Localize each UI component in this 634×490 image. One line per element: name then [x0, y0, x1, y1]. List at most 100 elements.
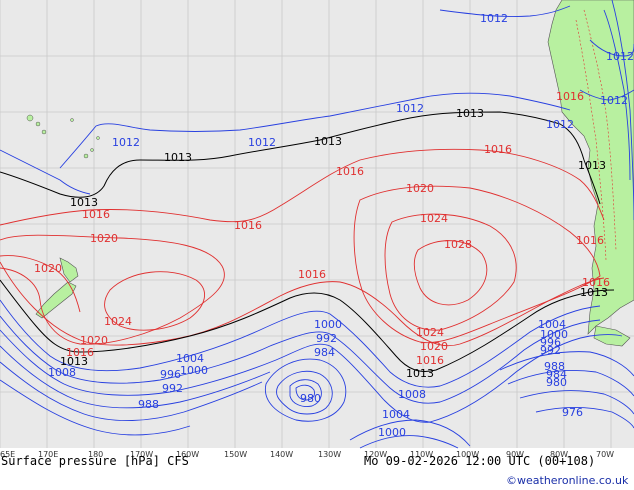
- label-1013: 1013: [406, 367, 434, 380]
- label-1004: 1004: [382, 408, 410, 421]
- label-988: 988: [544, 360, 565, 373]
- lon-tick: 120W: [364, 450, 387, 459]
- label-1020: 1020: [34, 262, 62, 275]
- isobar-1012-north: [59, 92, 571, 169]
- isobar-1008-a: [0, 299, 601, 388]
- andes-contours: [575, 9, 617, 261]
- label-1028: 1028: [444, 238, 472, 251]
- label-1013: 1013: [60, 355, 88, 368]
- isobar-low-1: [264, 358, 347, 422]
- isobar-southeast-3: [519, 390, 634, 415]
- lon-tick: 130W: [318, 450, 341, 459]
- label-1016: 1016: [416, 354, 444, 367]
- label-1020: 1020: [420, 340, 448, 353]
- label-1012: 1012: [600, 94, 628, 107]
- pacific-islands: [26, 114, 100, 159]
- label-1013: 1013: [314, 135, 342, 148]
- label-1016: 1016: [82, 208, 110, 221]
- label-1012: 1012: [396, 102, 424, 115]
- isobar-labels: 1012 1012 1012 1012 1012 1012 1012 1013 …: [34, 12, 634, 439]
- label-984: 984: [546, 368, 567, 381]
- isobar-1012-ne: [439, 5, 571, 17]
- lat-lon-grid: [0, 0, 634, 448]
- label-1013: 1013: [580, 286, 608, 299]
- label-1008: 1008: [398, 388, 426, 401]
- label-980: 980: [300, 392, 321, 405]
- isobar-1028-center: [413, 240, 488, 306]
- label-1008: 1008: [48, 366, 76, 379]
- isobar-1020-center: [353, 185, 601, 344]
- label-1016: 1016: [582, 276, 610, 289]
- lon-tick: 180: [88, 450, 103, 459]
- label-1024: 1024: [104, 315, 132, 328]
- label-984: 984: [314, 346, 335, 359]
- isobar-southeast-1: [499, 351, 634, 377]
- label-1012: 1012: [546, 118, 574, 131]
- isobar-988-a: [0, 379, 191, 436]
- isobar-southeast-4: [535, 407, 634, 429]
- label-1020: 1020: [80, 334, 108, 347]
- label-1012: 1012: [480, 12, 508, 25]
- label-1000: 1000: [180, 364, 208, 377]
- label-988: 988: [138, 398, 159, 411]
- label-1016: 1016: [336, 165, 364, 178]
- label-1024: 1024: [420, 212, 448, 225]
- longitude-ticks: 65E 170E 180 170W 160W 150W 140W 130W 12…: [0, 450, 614, 459]
- new-zealand-north-island: [59, 257, 79, 283]
- lon-tick: 80W: [550, 450, 568, 459]
- lon-tick: 150W: [224, 450, 247, 459]
- label-1004: 1004: [176, 352, 204, 365]
- isobar-1004-a: [0, 315, 601, 404]
- lon-tick: 140W: [270, 450, 293, 459]
- isobar-low-4: [295, 384, 315, 401]
- reference-isobars: [0, 111, 615, 372]
- label-996: 996: [540, 336, 561, 349]
- lon-tick: 90W: [506, 450, 524, 459]
- isobar-1016-south: [0, 261, 605, 347]
- isobar-andes-2: [611, 0, 634, 221]
- label-1013: 1013: [578, 159, 606, 172]
- isobar-1000-a: [0, 329, 623, 423]
- valid-time: Mo 09-02-2026 12:00 UTC (00+108): [364, 454, 595, 468]
- label-1020: 1020: [90, 232, 118, 245]
- map-title: Surface pressure [hPa] CFS: [1, 454, 189, 468]
- isobar-1013-south: [0, 279, 615, 372]
- label-1012: 1012: [112, 136, 140, 149]
- label-1000: 1000: [314, 318, 342, 331]
- label-1016: 1016: [234, 219, 262, 232]
- lon-tick: 160W: [176, 450, 199, 459]
- label-992: 992: [540, 344, 561, 357]
- label-1013: 1013: [70, 196, 98, 209]
- lon-tick: 70W: [596, 450, 614, 459]
- isobar-bottom-1: [349, 419, 471, 447]
- isobar-andes-1: [603, 9, 631, 181]
- isobar-low-3: [289, 379, 322, 407]
- isobar-992-a: [0, 361, 263, 422]
- isobar-1020-nz: [0, 255, 81, 313]
- label-1012: 1012: [606, 50, 634, 63]
- label-1004: 1004: [538, 318, 566, 331]
- isobar-bottom-2: [359, 435, 459, 449]
- label-996: 996: [160, 368, 181, 381]
- lon-tick: 65E: [0, 450, 15, 459]
- label-1020: 1020: [406, 182, 434, 195]
- high-isobars: [0, 148, 605, 347]
- label-1016: 1016: [298, 268, 326, 281]
- isobar-1016-north: [0, 148, 605, 226]
- isobar-1013-north: [0, 111, 601, 205]
- lon-tick: 170W: [130, 450, 153, 459]
- isobar-southeast-2: [507, 370, 634, 397]
- isobar-1020-ring: [0, 234, 225, 345]
- south-america-land: [547, 0, 634, 335]
- label-992: 992: [316, 332, 337, 345]
- credit-link[interactable]: ©weatheronline.co.uk: [506, 474, 629, 487]
- isobar-1024-center: [384, 213, 517, 331]
- tierra-del-fuego-land: [593, 325, 631, 347]
- isobar-1012-west: [0, 149, 91, 195]
- label-1016: 1016: [66, 346, 94, 359]
- label-1000: 1000: [540, 328, 568, 341]
- label-1016: 1016: [484, 143, 512, 156]
- label-1013: 1013: [456, 107, 484, 120]
- label-980: 980: [546, 376, 567, 389]
